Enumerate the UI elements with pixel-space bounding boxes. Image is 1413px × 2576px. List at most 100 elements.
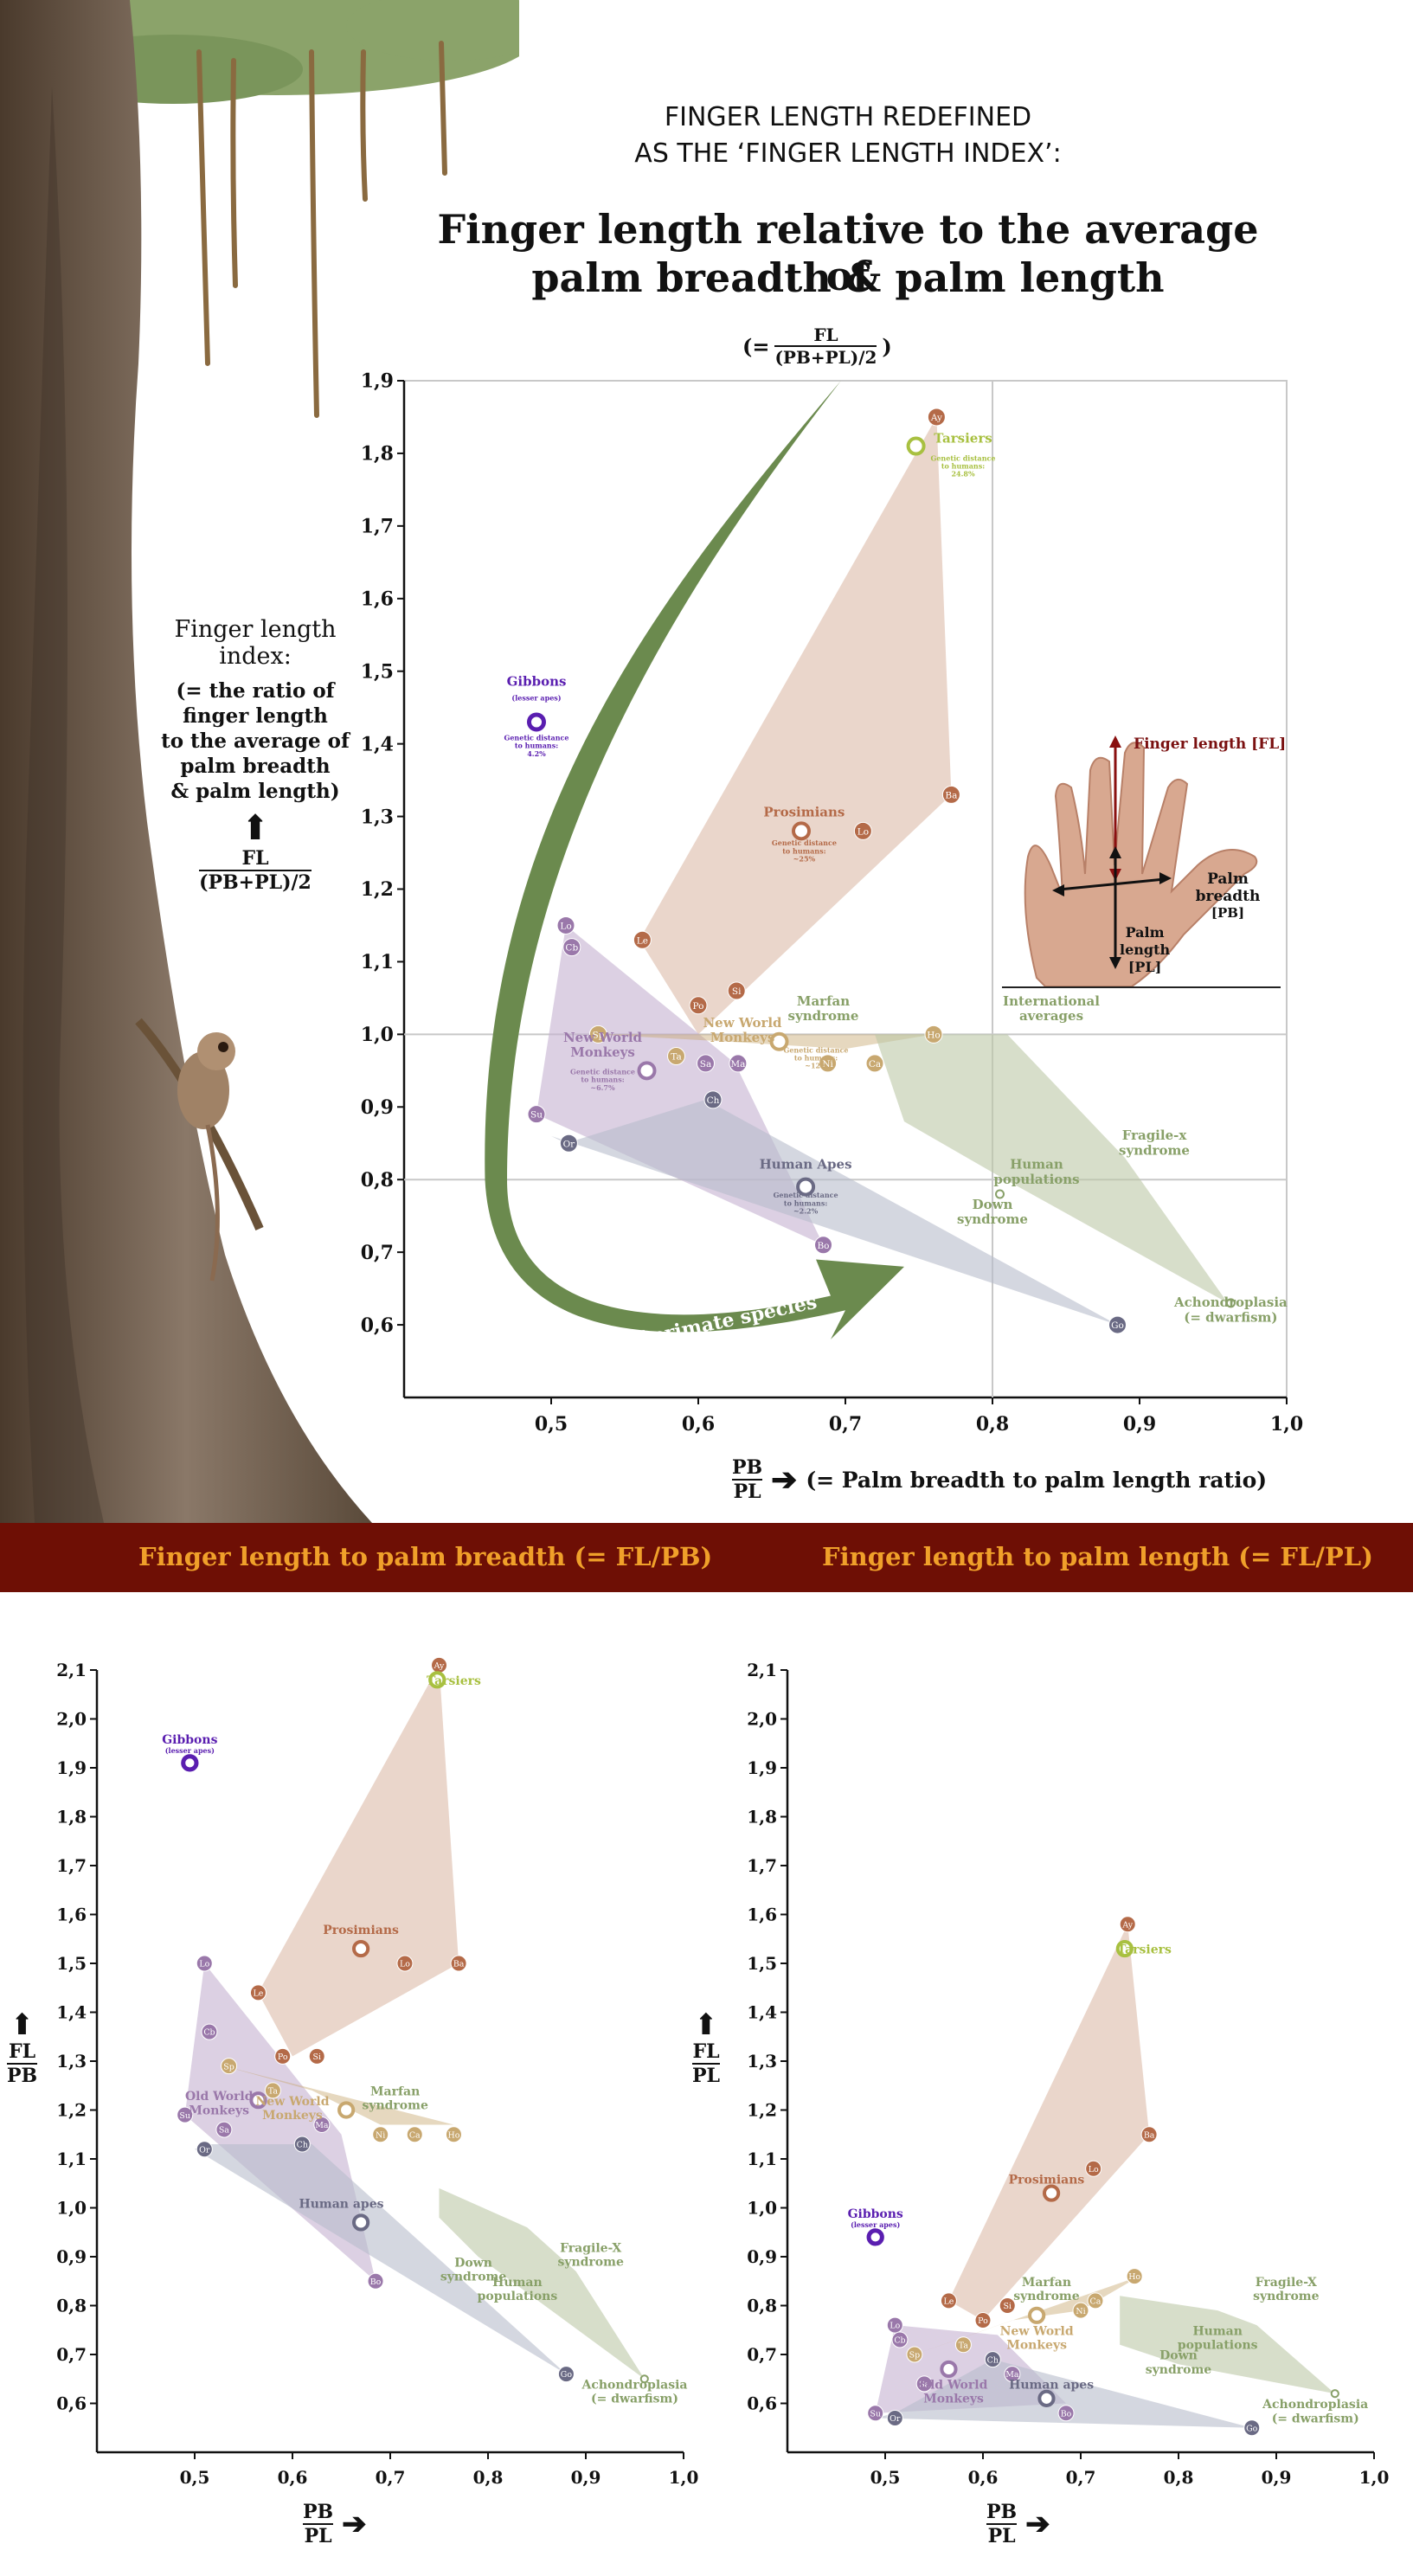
- x-tick-label: 0,9: [571, 2467, 601, 2488]
- apes-region: [195, 2144, 567, 2374]
- fl-pb-chart: 0,6 0,7 0,8 0,9 1,0 1,1 1,2 1,3 1,4 1,5 1,6 1,7 1,8 1…: [56, 1656, 698, 2488]
- species-code-label: Ca: [409, 2130, 421, 2140]
- group-label: Down syndrome: [957, 1197, 1028, 1227]
- species-code-label: Ni: [376, 2130, 385, 2140]
- group-label-line: 4.2%: [527, 749, 546, 758]
- group-label: Achondroplasia (= dwarfism): [581, 2379, 687, 2406]
- group-label-line: Gibbons: [848, 2207, 903, 2221]
- species-code-label: Sp: [909, 2351, 921, 2361]
- y-tick-label: 0,8: [56, 2296, 87, 2316]
- group-label-line: to humans:: [784, 1198, 827, 1207]
- group-label-line: New World: [703, 1015, 782, 1031]
- group-label: Gibbons: [848, 2207, 903, 2221]
- marfan-average-point: [1028, 2306, 1046, 2324]
- species-point-su: [177, 2106, 194, 2123]
- y-tick-label: 1,7: [361, 516, 394, 538]
- species-point-le: [249, 1984, 267, 2001]
- group-label: Genetic distance to humans: ~12%: [783, 1045, 848, 1070]
- species-code-label: Lo: [400, 1960, 410, 1969]
- group-label: New World Monkeys: [563, 1030, 643, 1060]
- group-label-line: ~6.7%: [590, 1083, 615, 1092]
- species-point-bo: [1057, 2405, 1075, 2422]
- group-label-line: Genetic distance: [570, 1068, 635, 1076]
- group-label-line: Human: [1010, 1157, 1063, 1172]
- group-label-line: Old World: [185, 2090, 254, 2104]
- group-label: New World Monkeys: [703, 1015, 782, 1045]
- group-label-line: averages: [1019, 1008, 1083, 1024]
- group-label: Old World Monkeys: [920, 2379, 988, 2406]
- group-label: Prosimians: [1009, 2173, 1085, 2187]
- species-code-label: Lo: [890, 2322, 900, 2331]
- x-tick-label: 0,7: [376, 2467, 406, 2488]
- left-x-axis-label: PB PL ➔: [303, 2501, 367, 2547]
- y-tick-label: 1,4: [361, 733, 394, 755]
- y-tick-label: 0,7: [747, 2344, 777, 2365]
- x-tick-label: 0,8: [473, 2467, 504, 2488]
- y-tick-label: 1,3: [747, 2051, 777, 2072]
- y-tick-label: 0,9: [361, 1096, 394, 1119]
- species-point-ta: [667, 1047, 685, 1066]
- species-point-ni: [1072, 2302, 1089, 2319]
- species-code-label: Go: [1111, 1320, 1124, 1331]
- group-label: (lesser apes): [851, 2220, 900, 2229]
- left-x-num: PB: [303, 2501, 334, 2525]
- species-code-label: Le: [254, 1989, 264, 1999]
- species-point-sp: [588, 1025, 607, 1044]
- species-code-label: Sa: [700, 1059, 711, 1070]
- x-tick-label: 0,7: [1066, 2467, 1096, 2488]
- species-point-po: [689, 996, 708, 1015]
- group-label: Genetic distance to humans: 4.2%: [504, 733, 568, 757]
- species-point-ay: [927, 408, 946, 427]
- species-code-label: Bo: [817, 1241, 829, 1251]
- species-code-label: Si: [732, 986, 742, 997]
- group-label: Prosimians: [323, 1924, 399, 1937]
- species-point-le: [940, 2292, 957, 2309]
- species-code-label: Ay: [930, 413, 942, 423]
- main-title-line-1: Finger length relative to the average of: [437, 206, 1259, 299]
- species-point-ma: [313, 2116, 331, 2133]
- group-label: Human populations: [1178, 2324, 1258, 2352]
- group-label-line: Tarsiers: [1117, 1943, 1172, 1957]
- group-label: Genetic distance to humans: 24.8%: [930, 453, 995, 478]
- species-point-ch: [703, 1090, 723, 1109]
- y-tick-label: 1,6: [56, 1905, 87, 1925]
- species-code-label: Ho: [447, 2130, 459, 2140]
- prosimians-region: [258, 1665, 459, 2057]
- section-banner: [0, 1523, 1413, 1592]
- y-tick-label: 0,7: [361, 1242, 394, 1264]
- gibbon-point: [866, 2228, 884, 2246]
- group-label-line: syndrome: [1119, 1142, 1190, 1158]
- group-label: Old World Monkeys: [185, 2090, 254, 2117]
- main-title-line-2: palm breadth & palm length: [531, 254, 1165, 301]
- species-point-sa: [215, 2121, 233, 2138]
- group-label-line: New World: [1000, 2324, 1074, 2338]
- group-label-line: Gibbons: [162, 1733, 217, 1747]
- y-tick-label: 1,2: [747, 2100, 777, 2121]
- species-point-cb: [562, 938, 581, 957]
- x-tick-label: 0,9: [1262, 2467, 1292, 2488]
- group-label-line: Human: [1192, 2324, 1242, 2338]
- group-label-line: Human apes: [299, 2198, 384, 2212]
- species-code-label: Le: [944, 2297, 954, 2306]
- y-tick-label: 2,0: [56, 1709, 87, 1730]
- palm-length-label-3: [PL]: [1127, 959, 1162, 975]
- species-code-label: Su: [179, 2111, 190, 2121]
- group-label: Gibbons: [162, 1733, 217, 1747]
- group-label: International averages: [1003, 993, 1100, 1024]
- species-code-label: Su: [530, 1110, 543, 1121]
- group-label-line: syndrome: [1146, 2363, 1212, 2377]
- group-label-line: (lesser apes): [511, 693, 561, 702]
- species-point-si: [308, 2047, 325, 2065]
- y-tick-label: 1,8: [361, 443, 394, 466]
- species-point-bo: [367, 2272, 384, 2290]
- species-code-label: Go: [1246, 2424, 1258, 2433]
- species-point-le: [633, 930, 652, 949]
- main-x-label: PB PL ➔ (= Palm breadth to palm length r…: [732, 1456, 1267, 1503]
- group-label-line: Prosimians: [763, 805, 845, 820]
- group-label-line: ~12%: [805, 1062, 827, 1070]
- humans-region: [875, 1034, 1228, 1303]
- right-x-axis-label: PB PL ➔: [986, 2501, 1050, 2547]
- species-point-lo: [886, 2316, 903, 2334]
- y-tick-label: 1,8: [56, 1807, 87, 1828]
- y-tick-label: 1,5: [747, 1953, 777, 1974]
